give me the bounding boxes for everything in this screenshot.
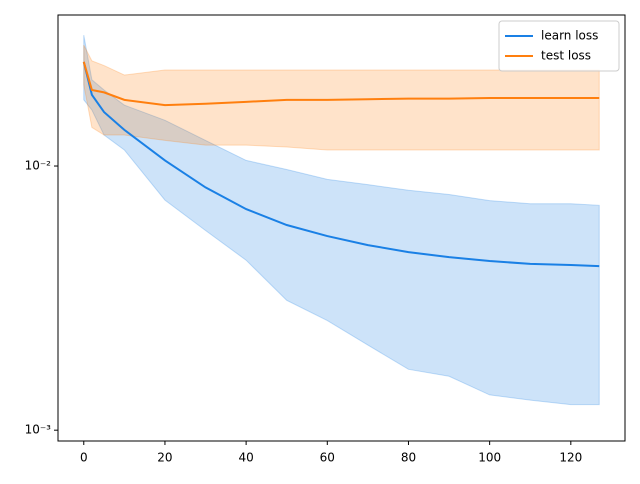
- x-tick-label: 60: [320, 451, 335, 465]
- x-tick-label: 0: [80, 451, 88, 465]
- line: [82, 61, 600, 268]
- x-tick-label: 120: [559, 451, 582, 465]
- x-tick-label: 100: [478, 451, 501, 465]
- band: [83, 35, 600, 406]
- legend-label: learn loss: [541, 29, 598, 43]
- plot-frame: [57, 14, 626, 442]
- y-tick-label: 10⁻²: [25, 159, 52, 173]
- line: [82, 61, 600, 107]
- x-tick-label: 80: [401, 451, 416, 465]
- y-tick-label: 10⁻³: [25, 423, 52, 437]
- x-tick-label: 40: [238, 451, 253, 465]
- band: [83, 44, 600, 151]
- x-tick-label: 20: [157, 451, 172, 465]
- legend-label: test loss: [541, 49, 591, 63]
- legend-box: [498, 20, 620, 72]
- legend: learn loss test loss: [498, 20, 620, 72]
